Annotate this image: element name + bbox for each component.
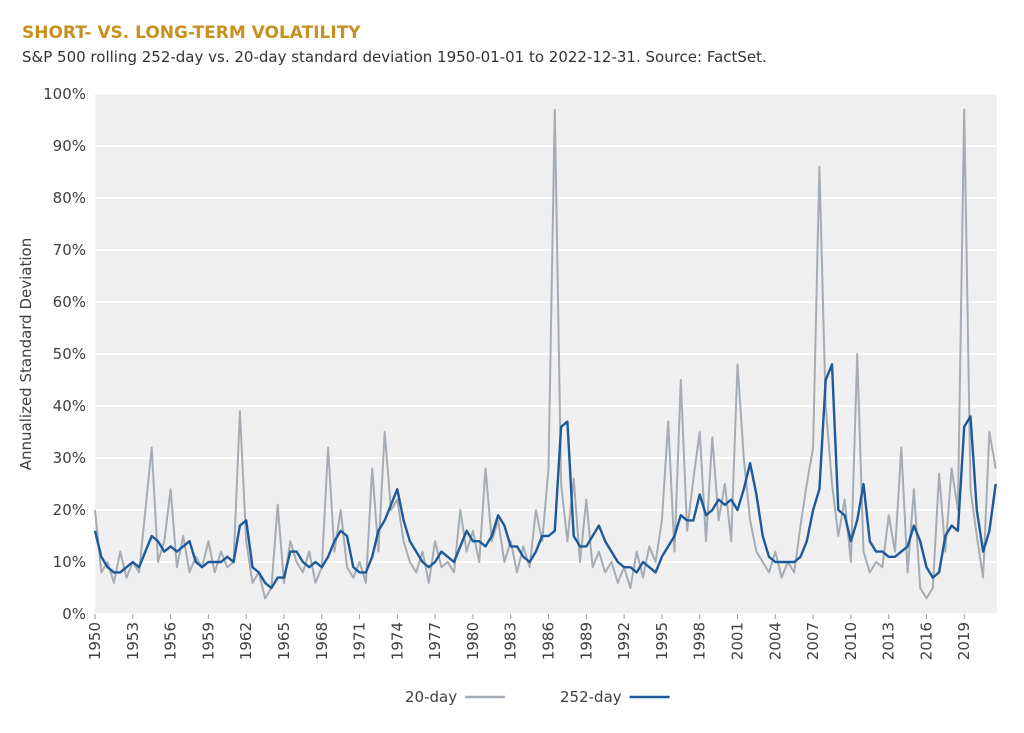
y-tick-label: 50% bbox=[53, 345, 86, 363]
x-tick-label: 1950 bbox=[86, 622, 104, 660]
x-tick-label: 1980 bbox=[464, 622, 482, 660]
x-tick-label: 2004 bbox=[766, 622, 784, 660]
x-tick-label: 1986 bbox=[540, 622, 558, 660]
x-tick-label: 1968 bbox=[313, 622, 331, 660]
x-tick-label: 2007 bbox=[804, 622, 822, 660]
chart-title: SHORT- VS. LONG-TERM VOLATILITY bbox=[22, 23, 361, 43]
x-tick-label: 1992 bbox=[615, 622, 633, 660]
y-tick-label: 90% bbox=[53, 137, 86, 155]
series-line bbox=[93, 363, 997, 590]
y-tick-label: 20% bbox=[53, 501, 86, 519]
chart-subtitle: S&P 500 rolling 252-day vs. 20-day stand… bbox=[22, 48, 767, 66]
y-tick-label: 30% bbox=[53, 449, 86, 467]
y-tick-label: 10% bbox=[53, 553, 86, 571]
x-tick-label: 1974 bbox=[388, 622, 406, 660]
x-tick-label: 1998 bbox=[691, 622, 709, 660]
y-tick-label: 60% bbox=[53, 293, 86, 311]
x-tick-label: 1983 bbox=[502, 622, 520, 660]
x-tick-label: 1971 bbox=[351, 622, 369, 660]
y-tick-label: 40% bbox=[53, 397, 86, 415]
x-tick-label: 1965 bbox=[275, 622, 293, 660]
series-line bbox=[94, 108, 997, 600]
x-tick-label: 1962 bbox=[237, 622, 255, 660]
x-tick-label: 2019 bbox=[955, 622, 973, 660]
x-tick-label: 2013 bbox=[880, 622, 898, 660]
x-tick-label: 2001 bbox=[728, 622, 746, 660]
y-tick-label: 80% bbox=[53, 189, 86, 207]
y-axis-label: Annualized Standard Deviation bbox=[17, 238, 35, 470]
x-tick-label: 1989 bbox=[577, 622, 595, 660]
x-tick-label: 2016 bbox=[917, 622, 935, 660]
x-tick-label: 2010 bbox=[842, 622, 860, 660]
x-tick-label: 1995 bbox=[653, 622, 671, 660]
legend-label: 20-day bbox=[405, 688, 457, 706]
y-tick-label: 0% bbox=[62, 605, 86, 623]
y-tick-label: 100% bbox=[43, 85, 86, 103]
x-tick-label: 1977 bbox=[426, 622, 444, 660]
x-tick-label: 1959 bbox=[199, 622, 217, 660]
x-tick-label: 1956 bbox=[162, 622, 180, 660]
legend-label: 252-day bbox=[560, 688, 622, 706]
x-tick-label: 1953 bbox=[124, 622, 142, 660]
y-tick-label: 70% bbox=[53, 241, 86, 259]
